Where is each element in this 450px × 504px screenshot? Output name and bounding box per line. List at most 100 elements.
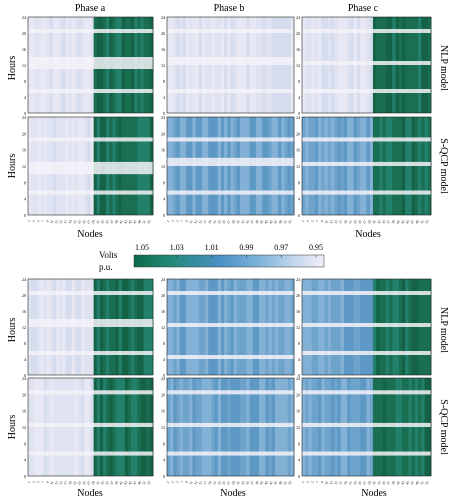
heatmap-panel: 0 4 8 12 16 20 24 — [22, 15, 154, 116]
hour-tick-label: 24 — [22, 15, 26, 20]
panel-frame — [27, 377, 154, 477]
node-tick-label: 9 — [320, 480, 324, 484]
node-tick-label: 23 — [353, 480, 358, 485]
hour-tick-label: 24 — [161, 277, 165, 282]
hour-tick-label: 4 — [163, 357, 165, 362]
node-tick-label: 35 — [381, 480, 386, 485]
node-tick-label: 25 — [357, 480, 362, 485]
heatmap-band — [167, 451, 294, 456]
node-tick-label: 7 — [180, 480, 184, 484]
node-tick-label: 9 — [45, 219, 49, 223]
node-tick-label: 47 — [132, 480, 137, 485]
node-tick-label: 9 — [185, 480, 189, 484]
heatmap-band — [28, 190, 153, 195]
node-tick-label: 41 — [396, 480, 401, 485]
node-tick-label: 19 — [343, 480, 348, 485]
hour-tick-label: 8 — [24, 341, 26, 346]
panel-frame — [166, 377, 295, 477]
node-tick-label: 33 — [100, 480, 105, 485]
hour-tick-label: 16 — [161, 47, 165, 52]
hour-tick-label: 0 — [24, 213, 26, 218]
node-tick-label: 53 — [287, 480, 292, 485]
node-tick-label: 11 — [49, 219, 54, 224]
node-tick-label: 37 — [386, 219, 391, 224]
hour-tick-label: 24 — [296, 376, 300, 381]
heatmap-band — [167, 29, 294, 33]
panel-frame — [27, 278, 154, 376]
panel-frame — [301, 16, 432, 114]
node-tick-label: 17 — [338, 480, 343, 485]
node-tick-label: 43 — [123, 219, 128, 224]
panel-frame — [27, 16, 154, 114]
colorbar-title-volts: Volts — [99, 250, 118, 260]
node-tick-label: 39 — [391, 480, 396, 485]
hour-tick-label: 0 — [163, 373, 165, 378]
panel-frame — [166, 278, 295, 376]
heatmap-band — [302, 161, 431, 166]
hour-tick-label: 8 — [24, 79, 26, 84]
node-tick-label: 15 — [198, 219, 203, 224]
node-tick-label: 11 — [49, 480, 54, 485]
hour-tick-label: 8 — [298, 341, 300, 346]
hour-tick-label: 4 — [298, 197, 300, 202]
heatmap-band — [302, 422, 431, 427]
hour-tick-label: 16 — [161, 148, 165, 153]
node-tick-label: 51 — [283, 480, 288, 485]
colorbar-gradient — [133, 254, 325, 268]
hour-tick-label: 12 — [296, 164, 300, 169]
hour-tick-label: 8 — [163, 79, 165, 84]
node-tick-label: 45 — [268, 480, 273, 485]
y-label-lower-1: Hours — [7, 318, 18, 343]
hour-tick-label: 20 — [161, 131, 165, 136]
node-tick-label: 39 — [114, 480, 119, 485]
node-tick-label: 41 — [259, 219, 264, 224]
node-tick-label: 23 — [217, 480, 222, 485]
hour-tick-label: 20 — [296, 131, 300, 136]
hour-tick-label: 12 — [161, 164, 165, 169]
node-tick-label: 15 — [58, 480, 63, 485]
row-label-upper-sqcp: S-QCP model — [438, 138, 449, 194]
node-tick-label: 33 — [100, 219, 105, 224]
node-tick-label: 13 — [54, 480, 59, 485]
heatmap-band — [28, 351, 153, 355]
hour-tick-label: 4 — [24, 197, 26, 202]
node-tick-label: 7 — [180, 219, 184, 223]
hour-tick-label: 12 — [296, 425, 300, 430]
node-tick-label: 25 — [82, 219, 87, 224]
hour-tick-label: 20 — [22, 392, 26, 397]
node-tick-label: 45 — [268, 219, 273, 224]
node-tick-label: 21 — [348, 480, 353, 485]
node-tick-label: 41 — [396, 219, 401, 224]
node-tick-label: 13 — [329, 219, 334, 224]
heatmap-band — [28, 57, 153, 69]
panel-frame — [27, 116, 154, 216]
node-tick-label: 7 — [315, 219, 319, 223]
x-label-lower-a: Nodes — [77, 488, 103, 499]
node-tick-label: 29 — [91, 219, 96, 224]
node-tick-label: 31 — [95, 219, 100, 224]
node-tick-label: 35 — [105, 219, 110, 224]
heatmap-band — [302, 451, 431, 456]
heatmap-band — [28, 161, 153, 175]
node-tick-label: 25 — [357, 219, 362, 224]
colorbar-tick-label: 1.05 — [135, 243, 149, 252]
node-tick-label: 29 — [367, 480, 372, 485]
hour-tick-label: 20 — [22, 293, 26, 298]
heatmap-band — [28, 451, 153, 456]
hour-tick-label: 12 — [161, 63, 165, 68]
x-label-upper-c: Nodes — [355, 229, 381, 240]
heatmap-band — [167, 323, 294, 327]
node-tick-label: 19 — [207, 480, 212, 485]
node-tick-label: 5 — [175, 480, 179, 484]
colorbar: Volts p.u. 1.05 1.03 1.01 0.99 0.97 0.95 — [99, 243, 325, 272]
node-tick-label: 43 — [123, 480, 128, 485]
hour-tick-label: 0 — [298, 373, 300, 378]
node-tick-label: 13 — [54, 219, 59, 224]
node-tick-label: 41 — [119, 219, 124, 224]
colorbar-tick-label: 1.03 — [170, 243, 184, 252]
node-tick-label: 41 — [119, 480, 124, 485]
hour-tick-label: 4 — [163, 95, 165, 100]
x-label-lower-b: Nodes — [220, 488, 246, 499]
node-tick-label: 29 — [91, 480, 96, 485]
hour-tick-label: 12 — [22, 164, 26, 169]
